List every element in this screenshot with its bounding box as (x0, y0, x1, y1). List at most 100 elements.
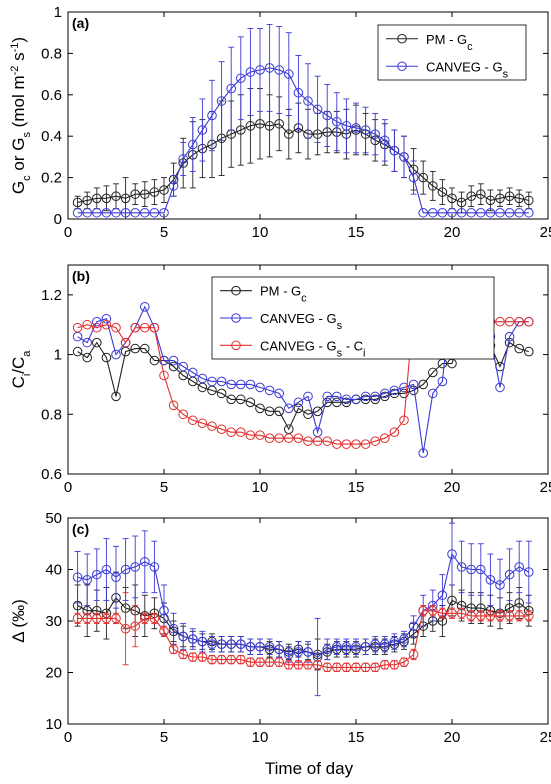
data-point (485, 611, 496, 621)
data-point (504, 207, 515, 218)
data-point (370, 129, 381, 139)
data-point (255, 657, 265, 668)
data-point (322, 391, 333, 402)
data-point (293, 87, 304, 98)
x-tick-label: 20 (444, 729, 461, 746)
data-point (168, 400, 179, 411)
y-tick-label: 0.2 (41, 170, 62, 187)
data-point (332, 641, 342, 652)
data-point (284, 433, 294, 443)
data-point (72, 331, 83, 342)
legend-marker (397, 33, 407, 44)
data-point (380, 391, 390, 402)
x-tick-label: 10 (252, 224, 269, 241)
data-point (380, 135, 390, 146)
data-point (399, 388, 409, 399)
data-point (111, 322, 121, 333)
data-point (226, 394, 236, 405)
data-point (82, 195, 92, 206)
data-point (72, 572, 83, 583)
data-point (524, 207, 534, 218)
data-point (245, 67, 256, 77)
series-line (77, 123, 529, 204)
x-tick-label: 25 (540, 224, 551, 241)
data-point (264, 433, 275, 443)
data-point (188, 415, 198, 426)
data-point (293, 647, 304, 657)
data-point (389, 388, 400, 399)
data-point (159, 626, 169, 637)
legend-marker (231, 285, 241, 296)
data-point (264, 63, 275, 73)
data-point (130, 322, 140, 333)
data-point (341, 121, 352, 131)
data-point (312, 104, 323, 115)
data-point (495, 193, 505, 204)
data-point (274, 433, 285, 443)
data-point (216, 654, 227, 665)
data-point (437, 207, 448, 218)
data-point (322, 436, 333, 446)
y-tick-label: 0.6 (41, 466, 62, 483)
data-point (140, 556, 150, 567)
data-point (408, 379, 419, 390)
data-point (188, 652, 198, 662)
data-point (437, 187, 448, 197)
data-point (226, 427, 236, 438)
data-point (303, 647, 313, 657)
data-point (466, 611, 477, 621)
legend: PM - Gc CANVEG - Gs (377, 24, 527, 81)
data-point (380, 388, 390, 399)
data-point (255, 403, 265, 414)
data-point (524, 611, 534, 621)
data-point (130, 207, 140, 218)
data-point (216, 388, 227, 399)
data-point (72, 613, 83, 624)
legend-marker (231, 340, 241, 351)
data-point (149, 187, 160, 197)
data-point (504, 191, 515, 202)
data-point (92, 322, 102, 333)
panel-b: 0 5 10 15 20 25 0.6 0.8 1 1.2 Ci/Ca (b) PM - Gc CANVE… (9, 264, 551, 496)
data-point (380, 433, 390, 443)
data-point (476, 564, 486, 575)
y-axis-label: Δ (‰) (9, 599, 28, 642)
data-point (274, 388, 285, 399)
y-tick-label: 0.8 (41, 406, 62, 423)
data-point (514, 611, 525, 621)
legend: PM - Gc CANVEG - Gs CANVEG - Gs - Ci (211, 276, 495, 360)
data-point (380, 659, 390, 670)
data-point (284, 659, 294, 670)
data-point (303, 659, 313, 670)
data-point (428, 367, 438, 378)
series-line (77, 67, 529, 214)
data-point (188, 139, 198, 150)
data-point (255, 382, 265, 393)
data-point (274, 657, 285, 668)
data-point (140, 322, 150, 333)
data-point (476, 189, 486, 199)
y-tick-label: 0.4 (41, 128, 62, 145)
data-point (418, 207, 429, 218)
data-point (207, 110, 217, 121)
data-point (524, 567, 534, 577)
data-point (245, 379, 256, 390)
data-point (312, 406, 323, 417)
data-point (274, 406, 285, 417)
data-point (236, 427, 246, 438)
data-point (332, 439, 342, 449)
data-point (303, 96, 313, 106)
data-point (514, 193, 525, 204)
data-point (485, 575, 496, 585)
data-point (92, 337, 102, 348)
data-point (111, 349, 121, 360)
data-point (466, 564, 477, 575)
panel-label: (a) (72, 15, 89, 31)
data-point (159, 605, 169, 616)
data-point (168, 355, 179, 366)
data-point (351, 123, 361, 133)
data-point (140, 189, 150, 199)
data-point (120, 564, 131, 575)
data-point (245, 430, 256, 440)
data-point (284, 129, 294, 139)
